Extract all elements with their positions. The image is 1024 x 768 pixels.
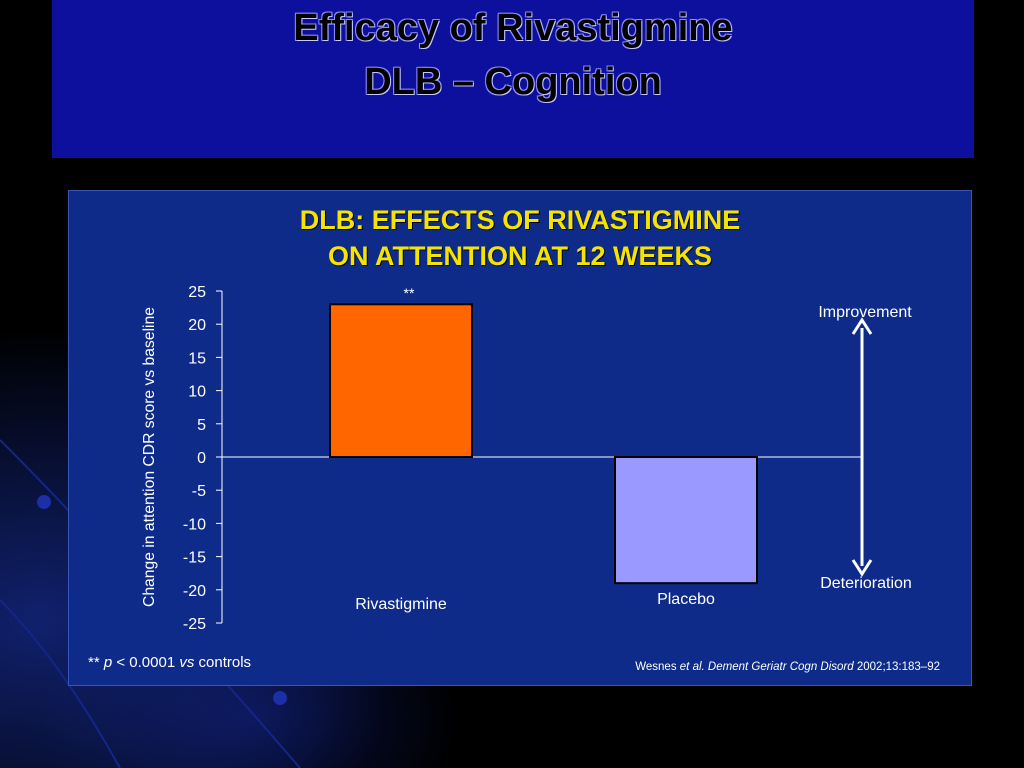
category-label: Placebo bbox=[657, 591, 715, 608]
y-tick-label: -15 bbox=[183, 550, 206, 567]
chart-title-line-1: DLB: EFFECTS OF RIVASTIGMINE bbox=[299, 205, 741, 235]
title-banner: Efficacy of Rivastigmine DLB – Cognition bbox=[52, 0, 974, 158]
y-tick-label: -25 bbox=[183, 616, 206, 633]
decor-dot bbox=[37, 495, 51, 509]
footnote-vs: vs bbox=[179, 654, 195, 671]
citation-etal: et al. bbox=[679, 661, 705, 673]
citation: Wesnes et al. Dement Geriatr Cogn Disord… bbox=[496, 661, 956, 673]
decor-dot bbox=[273, 691, 287, 705]
significance-footnote: ** p < 0.0001 vs controls bbox=[88, 654, 251, 671]
bar-placebo bbox=[614, 456, 758, 585]
y-tick-label: 25 bbox=[188, 284, 206, 301]
y-tick-label: -20 bbox=[183, 583, 206, 600]
significance-marker: ** bbox=[404, 285, 415, 301]
bar-rivastigmine bbox=[329, 303, 473, 458]
y-tick-label: 15 bbox=[188, 350, 206, 367]
y-tick-label: 0 bbox=[197, 450, 206, 467]
slide-title-line-1: Efficacy of Rivastigmine bbox=[293, 7, 733, 49]
y-tick-label: 5 bbox=[197, 417, 206, 434]
citation-ref: 2002;13:183–92 bbox=[856, 661, 940, 673]
footnote-rest: controls bbox=[198, 654, 252, 671]
deterioration-label: Deterioration bbox=[820, 575, 912, 592]
y-tick-label: 10 bbox=[188, 384, 206, 401]
chart-panel bbox=[68, 190, 972, 686]
citation-journal: Dement Geriatr Cogn Disord bbox=[707, 661, 854, 673]
arrow-up-icon bbox=[851, 317, 873, 335]
footnote-stars: ** bbox=[88, 654, 100, 671]
slide-title-line-2: DLB – Cognition bbox=[364, 61, 662, 103]
y-tick-label: -5 bbox=[192, 483, 206, 500]
citation-author: Wesnes bbox=[635, 661, 677, 673]
footnote-p: p bbox=[103, 654, 113, 671]
category-label: Rivastigmine bbox=[355, 596, 447, 613]
chart-title-line-2: ON ATTENTION AT 12 WEEKS bbox=[327, 241, 712, 271]
y-tick-label: 20 bbox=[188, 317, 206, 334]
arrow-down-icon bbox=[851, 559, 873, 577]
improvement-label: Improvement bbox=[818, 304, 912, 321]
y-axis-title: Change in attention CDR score vs baselin… bbox=[141, 307, 158, 607]
decor-curve bbox=[0, 599, 121, 768]
footnote-threshold: < 0.0001 bbox=[116, 654, 176, 671]
y-tick-label: -10 bbox=[183, 516, 206, 533]
